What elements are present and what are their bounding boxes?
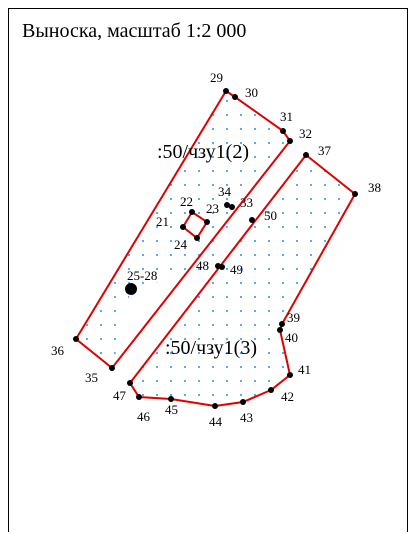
- point-label: 43: [240, 410, 253, 425]
- vertex: [268, 387, 274, 393]
- point-label: 22: [180, 194, 193, 209]
- point-label: 50: [264, 208, 277, 223]
- vertex: [127, 380, 133, 386]
- vertex: [229, 204, 235, 210]
- vertices: [73, 88, 358, 409]
- point-label: 39: [287, 310, 300, 325]
- point-label: 44: [209, 414, 223, 429]
- point-label: 36: [51, 343, 65, 358]
- vertex: [240, 399, 246, 405]
- point-label: 38: [368, 180, 381, 195]
- point-label: 24: [174, 237, 188, 252]
- vertex: [194, 235, 200, 241]
- vertex: [287, 138, 293, 144]
- vertex: [109, 365, 115, 371]
- vertex: [73, 336, 79, 342]
- parcel-3-label: :50/чзу1(3): [165, 337, 257, 359]
- vertex: [212, 403, 218, 409]
- vertex: [303, 152, 309, 158]
- point-label: 23: [206, 201, 219, 216]
- vertex: [249, 217, 255, 223]
- point-label: 29: [210, 70, 223, 85]
- vertex: [352, 191, 358, 197]
- point-label: 45: [165, 402, 178, 417]
- point-label: 49: [230, 262, 243, 277]
- vertex: [204, 219, 210, 225]
- point-label: 41: [298, 362, 311, 377]
- vertex: [279, 321, 285, 327]
- vertex: [280, 128, 286, 134]
- vertex: [224, 202, 230, 208]
- point-label: 42: [281, 389, 294, 404]
- point-label: 21: [156, 214, 169, 229]
- map-title: Выноска, масштаб 1:2 000: [22, 20, 247, 42]
- point-label: 34: [218, 184, 232, 199]
- parcel-2-label: :50/чзу1(2): [157, 141, 249, 163]
- vertex: [223, 88, 229, 94]
- point-label: 37: [318, 143, 332, 158]
- vertex: [287, 372, 293, 378]
- point-label: 40: [285, 330, 298, 345]
- point-label: 30: [245, 85, 258, 100]
- vertex: [180, 224, 186, 230]
- vertex: [277, 327, 283, 333]
- point-label: 47: [113, 388, 127, 403]
- vertex: [232, 94, 238, 100]
- vertex: [125, 283, 137, 295]
- point-label: 32: [299, 126, 312, 141]
- point-label: 25-28: [127, 268, 157, 283]
- vertex: [189, 209, 195, 215]
- map-frame: [8, 8, 408, 532]
- vertex: [219, 264, 225, 270]
- point-label: 33: [240, 195, 253, 210]
- point-label: 46: [137, 409, 151, 424]
- vertex: [168, 396, 174, 402]
- parcel-3-fill: [130, 155, 355, 406]
- point-label: 35: [85, 370, 98, 385]
- point-label: 31: [280, 109, 293, 124]
- point-label: 48: [196, 258, 209, 273]
- point-labels: 29 30 31 32 37 38 34 33 22 23 21 24 50 4…: [51, 70, 381, 429]
- vertex: [136, 394, 142, 400]
